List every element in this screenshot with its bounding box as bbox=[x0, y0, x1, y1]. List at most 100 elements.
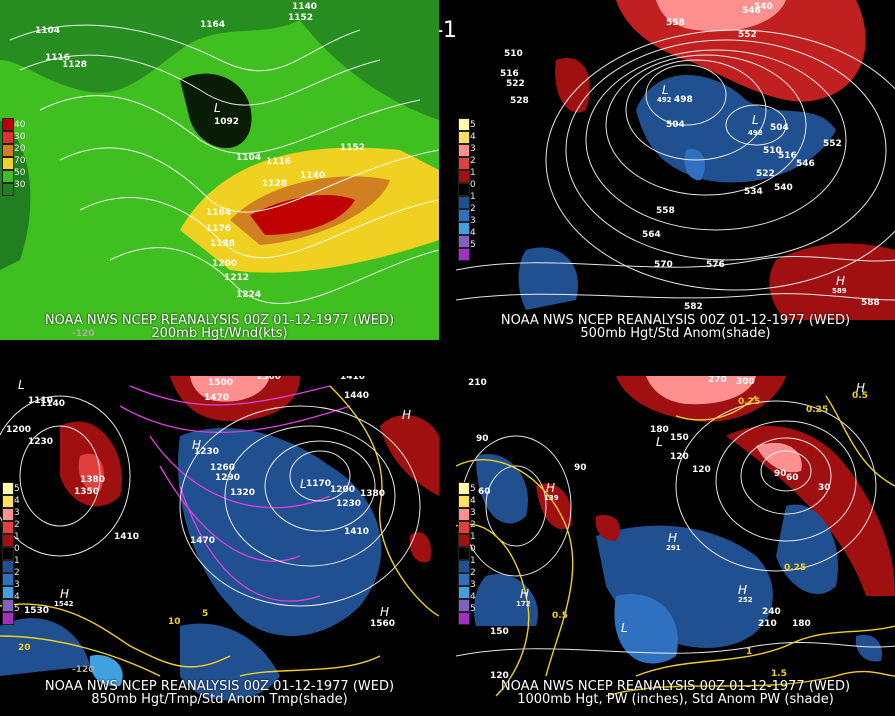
pw-label: 1 bbox=[746, 647, 752, 657]
contour-label: 1410 bbox=[340, 376, 365, 382]
contour-label: 270 bbox=[708, 376, 727, 385]
map-1000mb: 210 330 300 270 0.25 0.5 0.25 90 60 90 1… bbox=[456, 376, 895, 716]
contour-label: 510 bbox=[763, 146, 782, 156]
contour-label: 1140 bbox=[40, 399, 65, 409]
contour-label: 516 bbox=[500, 69, 519, 79]
center-value: 252 bbox=[738, 596, 753, 604]
map-500mb: 510 516 522 528 558 552 546 540 498 504 … bbox=[456, 0, 895, 340]
lon-label: -120 bbox=[72, 665, 95, 675]
contour-label: 582 bbox=[684, 302, 703, 312]
low-marker: L bbox=[656, 435, 663, 449]
contour-label: 1410 bbox=[344, 527, 369, 537]
contour-label: 90 bbox=[774, 469, 787, 479]
contour-label: 522 bbox=[506, 79, 525, 89]
contour-label: 210 bbox=[468, 378, 487, 388]
pw-label: 0.25 bbox=[738, 397, 760, 407]
high-marker: H bbox=[738, 583, 747, 597]
contour-label: 1470 bbox=[204, 393, 229, 403]
low-marker: L bbox=[662, 83, 669, 97]
contour-label: 90 bbox=[476, 434, 489, 444]
temp-label: 5 bbox=[202, 609, 208, 619]
contour-label: 1560 bbox=[256, 376, 281, 382]
low-marker: L bbox=[214, 101, 221, 115]
high-marker: H bbox=[402, 408, 411, 422]
contour-label: 552 bbox=[823, 139, 842, 149]
contour-label: 1128 bbox=[262, 179, 287, 189]
legend-label: 20 bbox=[14, 144, 26, 154]
contour-label: 1380 bbox=[360, 489, 385, 499]
panel-500mb: 510 516 522 528 558 552 546 540 498 504 … bbox=[456, 0, 895, 340]
high-marker: H bbox=[836, 274, 845, 288]
contour-label: 534 bbox=[744, 187, 763, 197]
contour-label: 180 bbox=[792, 619, 811, 629]
center-value: 172 bbox=[516, 600, 531, 608]
high-marker: H bbox=[668, 531, 677, 545]
contour-label: 1128 bbox=[62, 60, 87, 70]
contour-label: 1230 bbox=[336, 499, 361, 509]
legend-label: 30 bbox=[14, 132, 26, 142]
high-marker: H bbox=[546, 481, 555, 495]
center-value: 139 bbox=[544, 494, 559, 502]
contour-label: 1104 bbox=[35, 26, 60, 36]
contour-label: 1116 bbox=[45, 53, 70, 63]
pw-label: 0.25 bbox=[784, 563, 806, 573]
contour-label: 90 bbox=[574, 463, 587, 473]
panel-200mb: 1104 1116 1128 1164 1152 1140 1092 1104 … bbox=[0, 0, 439, 340]
contour-label: 1500 bbox=[208, 378, 233, 388]
contour-label: 180 bbox=[650, 425, 669, 435]
panel-subcaption: 1000mb Hgt, PW (inches), Std Anom PW (sh… bbox=[517, 692, 834, 707]
contour-label: 1170 bbox=[306, 479, 331, 489]
center-value: 492 bbox=[657, 96, 672, 104]
panel-caption: NOAA NWS NCEP REANALYSIS 00Z 01-12-1977 … bbox=[500, 679, 851, 694]
contour-label: 504 bbox=[666, 120, 685, 130]
center-value: 291 bbox=[666, 544, 681, 552]
contour-label: 1260 bbox=[210, 463, 235, 473]
high-marker: H bbox=[380, 605, 389, 619]
panel-subcaption: 200mb Hgt/Wnd(kts) bbox=[151, 326, 288, 340]
high-marker: H bbox=[520, 587, 529, 601]
contour-label: 1200 bbox=[330, 485, 355, 495]
contour-label: 150 bbox=[670, 433, 689, 443]
contour-label: 1188 bbox=[210, 239, 235, 249]
map-200mb: 1104 1116 1128 1164 1152 1140 1092 1104 … bbox=[0, 0, 439, 340]
contour-label: 1530 bbox=[24, 606, 49, 616]
contour-label: 498 bbox=[674, 95, 693, 105]
contour-label: 540 bbox=[774, 183, 793, 193]
contour-label: 60 bbox=[478, 487, 491, 497]
contour-label: 1200 bbox=[6, 425, 31, 435]
contour-label: 576 bbox=[706, 260, 725, 270]
contour-label: 1092 bbox=[214, 117, 239, 127]
contour-label: 210 bbox=[758, 619, 777, 629]
contour-label: 120 bbox=[670, 452, 689, 462]
contour-label: 1164 bbox=[200, 20, 225, 30]
lon-label: -120 bbox=[72, 329, 95, 339]
legend-500mb bbox=[458, 118, 470, 261]
contour-label: 1230 bbox=[194, 447, 219, 457]
contour-label: 1116 bbox=[266, 157, 291, 167]
legend-label: 40 bbox=[14, 120, 26, 130]
contour-label: 1110 bbox=[28, 396, 53, 406]
contour-label: 1470 bbox=[190, 536, 215, 546]
contour-label: 1104 bbox=[236, 153, 261, 163]
contour-label: 1140 bbox=[300, 171, 325, 181]
pw-label: 0.5 bbox=[852, 391, 868, 401]
panel-caption: NOAA NWS NCEP REANALYSIS 00Z 01-12-1977 … bbox=[44, 313, 395, 328]
contour-label: 1320 bbox=[230, 488, 255, 498]
contour-label: 1410 bbox=[114, 532, 139, 542]
pw-label: 0.5 bbox=[552, 611, 568, 621]
contour-label: 510 bbox=[504, 49, 523, 59]
contour-label: 1350 bbox=[74, 487, 99, 497]
contour-label: 1440 bbox=[344, 391, 369, 401]
legend-label: 50 bbox=[14, 168, 26, 178]
center-value: 589 bbox=[832, 287, 847, 295]
legend-850mb bbox=[2, 482, 14, 625]
temp-label: 10 bbox=[168, 617, 181, 627]
contour-label: 516 bbox=[778, 151, 797, 161]
contour-label: 546 bbox=[796, 159, 815, 169]
contour-label: 570 bbox=[654, 260, 673, 270]
temp-label: 20 bbox=[18, 643, 31, 653]
contour-label: 1200 bbox=[212, 259, 237, 269]
contour-label: 1152 bbox=[288, 13, 313, 23]
contour-label: 540 bbox=[754, 2, 773, 12]
contour-label: 150 bbox=[490, 627, 509, 637]
